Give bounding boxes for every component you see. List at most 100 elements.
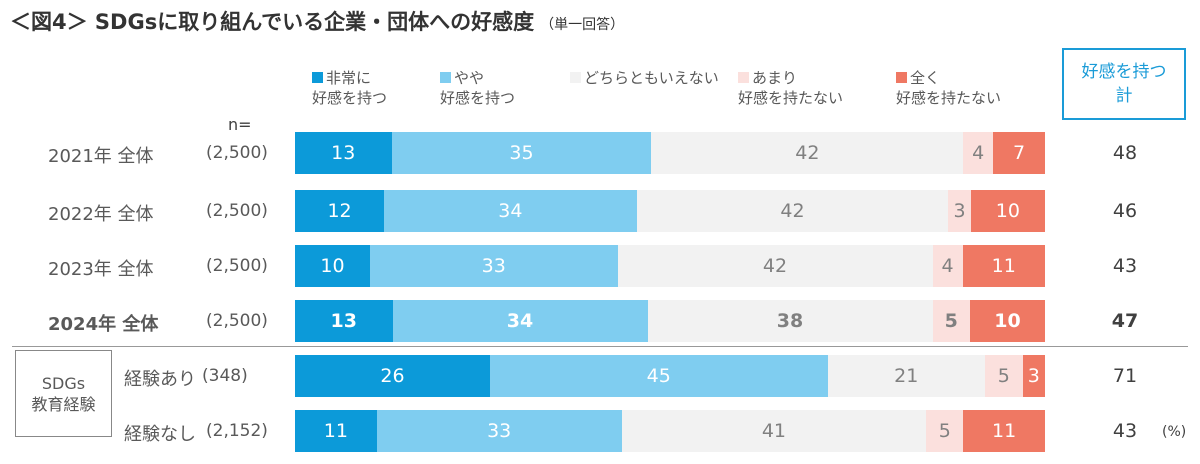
row-total: 48 <box>1112 142 1138 164</box>
bar-segment: 45 <box>490 355 828 397</box>
data-label: 13 <box>331 142 356 164</box>
bar-segment: 12 <box>295 190 385 232</box>
legend-item: 非常に 好感を持つ <box>312 68 387 108</box>
unit-label: (%) <box>1162 424 1187 440</box>
legend-label-line1: どちらともいえない <box>584 69 719 87</box>
legend-item: 全く好感を持たない <box>896 68 1001 108</box>
legend-swatch <box>570 72 581 83</box>
data-label: 33 <box>487 420 512 442</box>
bar-segment: 21 <box>827 355 985 397</box>
row-label: 2023年 全体 <box>48 259 154 280</box>
group-label-line2: 教育経験 <box>31 394 96 414</box>
legend-label-line1: やや <box>454 69 485 87</box>
bar-segment: 33 <box>376 410 622 452</box>
data-label: 11 <box>991 255 1016 277</box>
bar-segment: 10 <box>295 245 370 287</box>
row-n: (2,500) <box>206 311 268 331</box>
legend-swatch <box>896 72 907 83</box>
n-label: n= <box>228 115 252 134</box>
data-label: 12 <box>327 200 352 222</box>
legend-label-line2: 好感を持つ <box>440 89 516 107</box>
row-total: 43 <box>1112 420 1138 442</box>
row-n: (2,500) <box>206 143 268 163</box>
title-text: ＜図4＞ SDGsに取り組んでいる企業・団体への好感度 <box>10 10 535 34</box>
data-label: 38 <box>776 310 804 332</box>
bar-segment: 41 <box>621 410 927 452</box>
bar-segment: 42 <box>651 132 964 174</box>
bar-segment: 11 <box>963 410 1045 452</box>
data-label: 34 <box>498 200 523 222</box>
bar-segment: 4 <box>932 245 963 287</box>
data-label: 11 <box>323 420 348 442</box>
bar-segment: 13 <box>295 300 393 342</box>
data-label: 11 <box>992 420 1017 442</box>
legend-label-line2: 好感を持たない <box>738 89 844 107</box>
legend-item: やや好感を持つ <box>440 68 515 108</box>
total-header-line1: 好感を持つ <box>1081 62 1167 82</box>
bar-segment: 42 <box>617 245 933 287</box>
row-label: 経験なし <box>124 424 196 445</box>
data-label: 3 <box>1027 365 1040 387</box>
data-label: 10 <box>320 255 345 277</box>
bar-segment: 3 <box>948 190 971 232</box>
legend-label-line1: あまり <box>752 69 798 87</box>
group-divider <box>12 346 1188 347</box>
bar-segment: 10 <box>970 300 1045 342</box>
data-label: 7 <box>1012 142 1026 164</box>
bar-segment: 33 <box>370 245 618 287</box>
data-label: 5 <box>944 310 958 332</box>
row-total: 47 <box>1111 310 1139 332</box>
row-n: (2,500) <box>206 201 268 221</box>
data-label: 13 <box>330 310 357 332</box>
bar-segment: 4 <box>963 132 993 174</box>
bar-segment: 5 <box>926 410 964 452</box>
legend-item: どちらともいえない <box>570 68 719 88</box>
bar-segment: 3 <box>1022 355 1045 397</box>
group-label-line1: SDGs <box>41 373 86 393</box>
bar-segment: 26 <box>295 355 490 397</box>
bar-segment: 35 <box>391 132 652 174</box>
group-label-box: SDGs 教育経験 <box>15 350 112 437</box>
total-header-line2: 計 <box>1115 86 1133 106</box>
data-label: 26 <box>380 365 405 387</box>
bar-segment: 11 <box>962 245 1045 287</box>
bar-segment: 10 <box>970 190 1045 232</box>
total-header: 好感を持つ計 <box>1062 48 1186 120</box>
bar-segment: 13 <box>295 132 392 174</box>
legend-label-line1: 全く <box>910 69 941 87</box>
bar-segment: 42 <box>636 190 949 232</box>
legend-label-line1: 非常に <box>326 69 372 87</box>
chart-title: ＜図4＞ SDGsに取り組んでいる企業・団体への好感度 （単一回答） <box>10 6 624 36</box>
data-label: 34 <box>506 310 534 332</box>
data-label: 41 <box>761 420 787 442</box>
data-label: 21 <box>894 365 919 387</box>
bar-segment: 34 <box>392 300 648 342</box>
bar-segment: 7 <box>993 132 1045 174</box>
data-label: 45 <box>646 365 671 387</box>
legend-swatch <box>312 72 323 83</box>
data-label: 5 <box>938 420 951 442</box>
data-label: 4 <box>972 142 985 164</box>
bar-segment: 5 <box>985 355 1023 397</box>
data-label: 42 <box>762 255 788 277</box>
row-n: (2,500) <box>206 256 268 276</box>
data-label: 10 <box>994 310 1021 332</box>
title-subtitle: （単一回答） <box>540 17 625 33</box>
bar-segment: 5 <box>932 300 970 342</box>
data-label: 4 <box>941 255 954 277</box>
row-label: 2022年 全体 <box>48 204 154 225</box>
row-total: 43 <box>1112 255 1138 277</box>
data-label: 5 <box>997 365 1010 387</box>
data-label: 33 <box>481 255 506 277</box>
row-label: 2024年 全体 <box>48 314 159 335</box>
row-total: 46 <box>1112 200 1138 222</box>
data-label: 10 <box>995 200 1020 222</box>
legend-label-line2: 好感を持たない <box>896 89 1002 107</box>
legend-swatch <box>738 72 749 83</box>
bar-segment: 38 <box>647 300 933 342</box>
legend-label-line2: 好感を持つ <box>312 89 388 107</box>
data-label: 42 <box>780 200 805 222</box>
row-n: (2,152) <box>206 421 268 441</box>
row-n: (348) <box>202 366 248 386</box>
bar-segment: 11 <box>295 410 377 452</box>
